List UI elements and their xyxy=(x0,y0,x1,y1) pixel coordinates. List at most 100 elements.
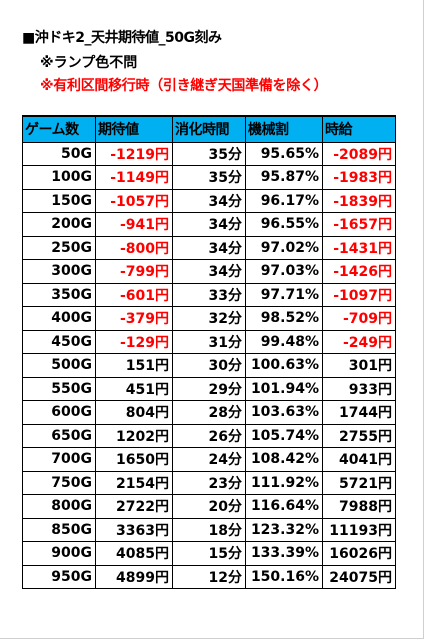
table-row: 800G 2722円 20分 116.64% 7988円 xyxy=(22,494,396,519)
expected-value-cell: 4085円 xyxy=(95,541,173,566)
games-cell: 50G xyxy=(22,141,96,166)
games-cell: 350G xyxy=(22,282,96,307)
games-cell: 700G xyxy=(22,447,96,472)
table-row: 350G -601円 33分 97.71% -1097円 xyxy=(22,282,396,307)
payout-rate-cell: 116.64% xyxy=(245,494,323,519)
play-time-cell: 30分 xyxy=(172,353,246,378)
games-cell: 300G xyxy=(22,259,96,284)
payout-rate-cell: 97.71% xyxy=(245,282,323,307)
table-row: 50G -1219円 35分 95.65% -2089円 xyxy=(22,141,396,166)
expected-value-cell: 1202円 xyxy=(95,423,173,448)
payout-rate-cell: 95.87% xyxy=(245,165,323,190)
hourly-wage-cell: -1839円 xyxy=(322,188,396,213)
payout-rate-cell: 111.92% xyxy=(245,470,323,495)
hourly-wage-cell: 1744円 xyxy=(322,400,396,425)
column-header-expected-value: 期待値 xyxy=(95,115,173,143)
play-time-cell: 32分 xyxy=(172,306,246,331)
play-time-cell: 18分 xyxy=(172,517,246,542)
payout-rate-cell: 97.03% xyxy=(245,259,323,284)
payout-rate-cell: 97.02% xyxy=(245,235,323,260)
games-cell: 150G xyxy=(22,188,96,213)
play-time-cell: 35分 xyxy=(172,141,246,166)
hourly-wage-cell: -1431円 xyxy=(322,235,396,260)
play-time-cell: 35分 xyxy=(172,165,246,190)
expected-value-cell: -1149円 xyxy=(95,165,173,190)
payout-rate-cell: 98.52% xyxy=(245,306,323,331)
payout-rate-cell: 96.55% xyxy=(245,212,323,237)
expected-value-cell: 4899円 xyxy=(95,564,173,589)
payout-rate-cell: 95.65% xyxy=(245,141,323,166)
play-time-cell: 34分 xyxy=(172,235,246,260)
expected-value-cell: 1650円 xyxy=(95,447,173,472)
payout-rate-cell: 96.17% xyxy=(245,188,323,213)
hourly-wage-cell: 4041円 xyxy=(322,447,396,472)
table-row: 750G 2154円 23分 111.92% 5721円 xyxy=(22,470,396,495)
column-header-play-time: 消化時間 xyxy=(172,115,246,143)
payout-rate-cell: 133.39% xyxy=(245,541,323,566)
expected-value-cell: 451円 xyxy=(95,376,173,401)
table-row: 950G 4899円 12分 150.16% 24075円 xyxy=(22,564,396,589)
table-row: 650G 1202円 26分 105.74% 2755円 xyxy=(22,423,396,448)
column-header-hourly-wage: 時給 xyxy=(322,115,396,143)
expected-value-cell: -601円 xyxy=(95,282,173,307)
expected-value-cell: -1057円 xyxy=(95,188,173,213)
hourly-wage-cell: -1983円 xyxy=(322,165,396,190)
play-time-cell: 34分 xyxy=(172,188,246,213)
games-cell: 400G xyxy=(22,306,96,331)
games-cell: 650G xyxy=(22,423,96,448)
expected-value-table: ゲーム数 期待値 消化時間 機械割 時給 50G -1219円 35分 95.65% -… xyxy=(22,115,396,589)
games-cell: 800G xyxy=(22,494,96,519)
table-row: 250G -800円 34分 97.02% -1431円 xyxy=(22,235,396,260)
table-row: 500G 151円 30分 100.63% 301円 xyxy=(22,353,396,378)
table-row: 850G 3363円 18分 123.32% 11193円 xyxy=(22,517,396,542)
payout-rate-cell: 105.74% xyxy=(245,423,323,448)
hourly-wage-cell: -249円 xyxy=(322,329,396,354)
table-row: 100G -1149円 35分 95.87% -1983円 xyxy=(22,165,396,190)
play-time-cell: 31分 xyxy=(172,329,246,354)
hourly-wage-cell: 7988円 xyxy=(322,494,396,519)
hourly-wage-cell: 24075円 xyxy=(322,564,396,589)
play-time-cell: 24分 xyxy=(172,447,246,472)
hourly-wage-cell: 11193円 xyxy=(322,517,396,542)
expected-value-cell: -799円 xyxy=(95,259,173,284)
table-row: 400G -379円 32分 98.52% -709円 xyxy=(22,306,396,331)
play-time-cell: 23分 xyxy=(172,470,246,495)
expected-value-cell: -129円 xyxy=(95,329,173,354)
expected-value-cell: 3363円 xyxy=(95,517,173,542)
games-cell: 600G xyxy=(22,400,96,425)
games-cell: 100G xyxy=(22,165,96,190)
hourly-wage-cell: 933円 xyxy=(322,376,396,401)
table-row: 300G -799円 34分 97.03% -1426円 xyxy=(22,259,396,284)
expected-value-cell: 151円 xyxy=(95,353,173,378)
play-time-cell: 26分 xyxy=(172,423,246,448)
hourly-wage-cell: 2755円 xyxy=(322,423,396,448)
table-row: 450G -129円 31分 99.48% -249円 xyxy=(22,329,396,354)
games-cell: 250G xyxy=(22,235,96,260)
hourly-wage-cell: -1426円 xyxy=(322,259,396,284)
table-row: 150G -1057円 34分 96.17% -1839円 xyxy=(22,188,396,213)
table-row: 550G 451円 29分 101.94% 933円 xyxy=(22,376,396,401)
column-header-payout-rate: 機械割 xyxy=(245,115,323,143)
play-time-cell: 34分 xyxy=(172,212,246,237)
hourly-wage-cell: -1657円 xyxy=(322,212,396,237)
games-cell: 950G xyxy=(22,564,96,589)
expected-value-cell: 2154円 xyxy=(95,470,173,495)
games-cell: 900G xyxy=(22,541,96,566)
games-cell: 450G xyxy=(22,329,96,354)
note-lamp: ※ランプ色不問 xyxy=(40,55,138,71)
games-cell: 550G xyxy=(22,376,96,401)
column-header-games: ゲーム数 xyxy=(22,115,96,143)
payout-rate-cell: 99.48% xyxy=(245,329,323,354)
payout-rate-cell: 100.63% xyxy=(245,353,323,378)
payout-rate-cell: 123.32% xyxy=(245,517,323,542)
page-title: ■沖ドキ2_天井期待値_50G刻み xyxy=(22,30,222,46)
games-cell: 200G xyxy=(22,212,96,237)
hourly-wage-cell: 301円 xyxy=(322,353,396,378)
expected-value-cell: -1219円 xyxy=(95,141,173,166)
expected-value-cell: 804円 xyxy=(95,400,173,425)
expected-value-cell: -800円 xyxy=(95,235,173,260)
games-cell: 750G xyxy=(22,470,96,495)
play-time-cell: 28分 xyxy=(172,400,246,425)
table-row: 900G 4085円 15分 133.39% 16026円 xyxy=(22,541,396,566)
payout-rate-cell: 108.42% xyxy=(245,447,323,472)
